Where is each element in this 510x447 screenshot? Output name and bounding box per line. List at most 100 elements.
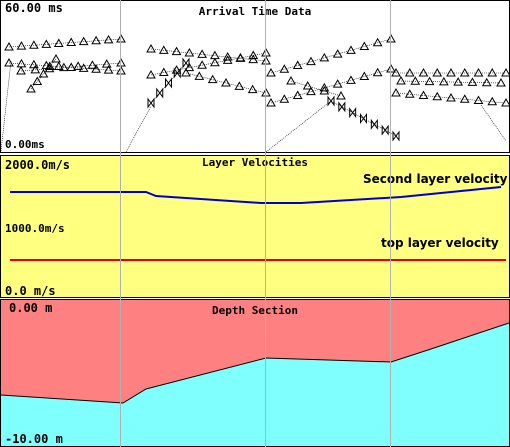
arrival-marker — [103, 34, 114, 44]
depth-title: Depth Section — [211, 304, 299, 317]
arrival-marker — [266, 67, 276, 77]
arrival-y-max-label: 60.00 ms — [5, 1, 63, 15]
depth-y-top-label: 0.00 m — [9, 301, 53, 315]
arrival-marker — [359, 41, 370, 51]
arrival-marker — [116, 33, 126, 43]
arrival-marker — [279, 64, 290, 73]
arrival-marker — [432, 67, 443, 77]
shot-line-2 — [265, 0, 266, 447]
arrival-marker — [418, 90, 429, 99]
arrival-marker — [372, 67, 383, 77]
arrival-marker — [501, 97, 509, 107]
arrival-marker-alt — [392, 130, 400, 142]
arrival-marker-alt — [338, 101, 346, 113]
arrival-marker — [181, 67, 191, 77]
arrival-marker — [53, 38, 64, 47]
arrival-marker — [386, 63, 396, 73]
arrival-marker — [222, 55, 233, 64]
arrival-marker — [221, 77, 231, 87]
arrival-marker — [438, 76, 449, 86]
arrival-marker — [473, 67, 484, 77]
arrival-marker — [16, 41, 27, 50]
arrival-marker — [38, 68, 49, 78]
arrival-marker — [487, 96, 498, 106]
arrival-marker — [44, 61, 55, 70]
arrival-marker — [146, 43, 156, 53]
arrival-marker — [248, 54, 259, 64]
arrival-marker — [32, 76, 43, 85]
arrival-marker — [247, 84, 258, 94]
arrival-marker — [210, 50, 220, 60]
arrival-marker — [418, 67, 429, 77]
arrival-marker — [391, 67, 401, 77]
arrival-marker — [29, 40, 39, 49]
arrival-trend-line — [265, 100, 332, 152]
arrival-marker-alt — [165, 77, 172, 89]
arrival-marker-alt — [370, 118, 378, 130]
arrival-marker — [44, 63, 55, 73]
shot-line-3 — [390, 0, 391, 447]
arrival-marker-alt — [349, 107, 357, 119]
arrival-marker — [391, 87, 401, 97]
arrival-trend-line — [8, 62, 122, 72]
arrival-marker-alt — [156, 87, 164, 99]
layer-boundary-line — [1, 322, 509, 404]
arrival-marker-alt — [173, 67, 181, 79]
arrival-time-title: Arrival Time Data — [198, 5, 312, 18]
arrival-trend-line — [8, 38, 122, 48]
arrival-marker — [261, 55, 271, 65]
arrival-marker — [292, 90, 303, 99]
arrival-time-panel[interactable]: Arrival Time Data 60.00 ms 0.00ms — [0, 0, 510, 153]
arrival-y-min-label: 0.00ms — [5, 138, 45, 151]
arrival-marker-alt — [381, 124, 389, 136]
arrival-marker — [496, 77, 506, 87]
depth-section-panel[interactable]: Depth Section 0.00 m -10.00 m — [0, 299, 510, 447]
arrival-marker — [53, 61, 64, 71]
arrival-marker — [332, 49, 343, 58]
velocity-y-max-label: 2000.0m/s — [5, 158, 71, 172]
arrival-marker — [91, 35, 101, 45]
arrival-time-plot — [1, 33, 509, 152]
arrival-marker — [286, 75, 296, 85]
depth-y-bottom-label: -10.00 m — [5, 432, 63, 446]
layer-velocities-panel[interactable]: Layer Velocities 2000.0m/s 1000.0m/s 0.0… — [0, 155, 510, 298]
arrival-marker — [26, 83, 36, 93]
arrival-marker — [319, 52, 330, 62]
arrival-marker — [158, 45, 169, 54]
arrival-marker — [171, 46, 182, 56]
arrival-marker — [319, 85, 330, 95]
arrival-marker — [197, 49, 207, 58]
arrival-trend-line — [185, 72, 267, 94]
arrival-marker — [222, 51, 233, 61]
arrival-marker — [194, 71, 205, 80]
arrival-marker — [372, 37, 383, 47]
arrival-marker — [332, 79, 343, 88]
arrival-marker — [66, 37, 77, 47]
arrival-marker — [197, 60, 207, 69]
arrival-marker — [446, 67, 456, 77]
arrival-marker — [103, 65, 114, 74]
arrival-marker — [58, 62, 69, 72]
second-layer-region — [1, 323, 509, 446]
arrival-marker — [235, 52, 246, 62]
velocity-y-mid-label: 1000.0m/s — [5, 222, 65, 235]
arrival-marker — [78, 36, 89, 46]
arrival-marker — [302, 80, 313, 90]
arrival-marker — [41, 39, 52, 48]
arrival-marker — [207, 74, 218, 84]
arrival-marker — [279, 94, 290, 103]
arrival-trend-line — [270, 68, 392, 104]
arrival-marker — [346, 75, 356, 84]
arrival-marker — [404, 67, 415, 77]
arrival-marker — [261, 87, 271, 97]
velocity-plot — [10, 186, 506, 261]
arrival-trend-line — [150, 52, 267, 76]
arrival-marker — [4, 41, 14, 51]
arrival-marker — [306, 56, 316, 66]
arrival-marker — [336, 90, 346, 100]
arrival-marker — [473, 95, 484, 104]
arrival-marker — [424, 76, 435, 86]
arrival-marker — [432, 91, 443, 101]
arrival-marker — [346, 45, 356, 54]
arrival-marker — [4, 57, 14, 67]
